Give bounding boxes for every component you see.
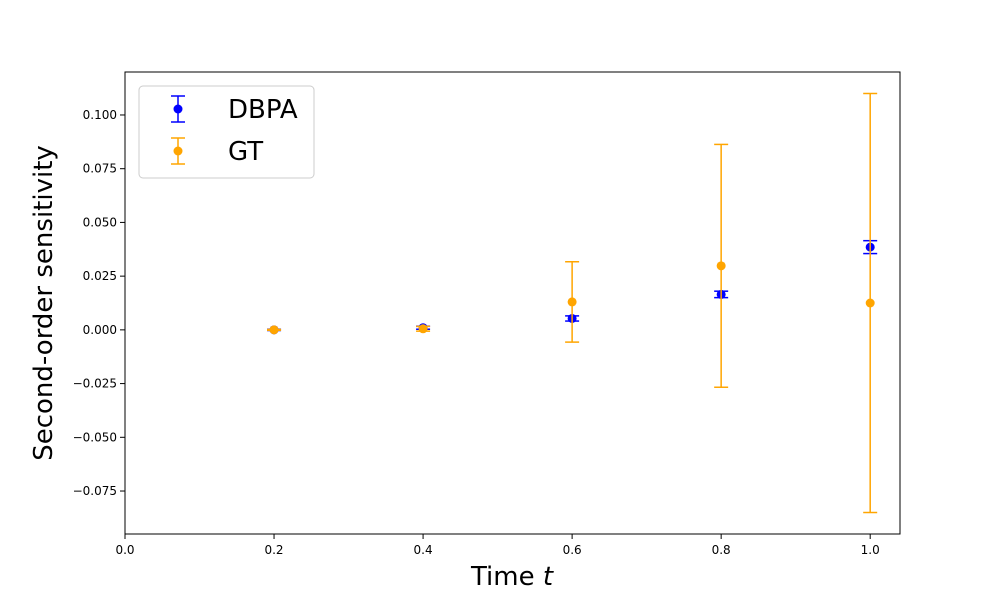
x-axis-ticks: 0.0 0.2 0.4 0.6 0.8 1.0 [115,534,880,557]
y-tick-label: −0.025 [73,377,117,391]
legend-gt-label: GT [228,137,263,167]
x-tick-label: 1.0 [861,543,880,557]
x-tick-label: 0.6 [563,543,582,557]
legend: DBPA GT [138,85,315,179]
plot-marks [267,92,878,514]
y-tick-label: 0.100 [83,108,117,122]
legend-frame [138,85,315,179]
y-tick-label: 0.050 [83,215,117,229]
x-tick-label: 0.2 [264,543,283,557]
legend-dbpa-marker [173,104,183,114]
y-tick-label: −0.050 [73,430,117,444]
x-tick-label: 0.8 [712,543,731,557]
x-tick-label: 0.4 [414,543,433,557]
y-tick-label: −0.075 [73,484,117,498]
y-axis-label: Second-order sensitivity [29,145,59,461]
y-axis-ticks: −0.075 −0.050 −0.025 0.000 0.025 0.050 0.075 0.… [73,108,125,498]
y-tick-label: 0.075 [83,162,117,176]
gt-point [567,297,577,307]
series-gt [267,92,878,514]
gt-point [716,261,726,271]
plot-frame [124,71,901,535]
y-tick-label: 0.025 [83,269,117,283]
x-axis-label-text: Time [470,562,535,592]
x-axis-label: Time t [470,562,554,592]
x-tick-label: 0.0 [115,543,134,557]
x-axis-label-variable: t [543,562,554,592]
y-tick-label: 0.000 [83,323,117,337]
legend-dbpa-label: DBPA [228,95,298,125]
legend-gt-marker [173,146,183,156]
legend-items: DBPA GT [171,95,298,167]
gt-point [269,325,279,335]
gt-point [865,298,875,308]
gt-point [418,324,428,334]
